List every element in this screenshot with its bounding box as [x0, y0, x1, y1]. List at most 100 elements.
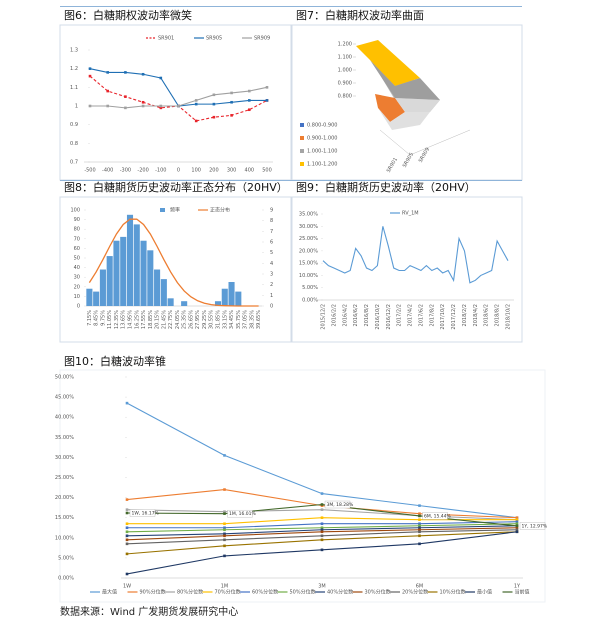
- y-tick-label: 30.00%: [55, 455, 74, 461]
- marker: [418, 542, 421, 546]
- legend-label: 0.800-0.900: [307, 123, 337, 129]
- x-tick-label: 2018/8/2: [495, 304, 501, 326]
- marker: [223, 512, 226, 515]
- x-tick-label: -400: [102, 168, 113, 174]
- y2-tick-label: 0: [270, 304, 273, 310]
- data-label-box: [422, 512, 448, 520]
- y-tick-label: 1.3: [70, 48, 78, 54]
- axis: [379, 129, 411, 156]
- legend-label: 最小值: [477, 589, 492, 596]
- y-tick-label: 70: [74, 236, 80, 242]
- marker: [230, 91, 233, 95]
- y-tick-label: 0.00%: [58, 576, 74, 582]
- marker: [223, 488, 226, 491]
- marker: [515, 526, 519, 530]
- marker: [223, 534, 226, 538]
- marker: [418, 524, 421, 528]
- x-tick-label: 12.35%: [114, 310, 120, 329]
- legend-label: 0.900-1.000: [307, 136, 337, 142]
- y-tick-label: 30: [74, 275, 80, 281]
- marker: [125, 498, 129, 501]
- x-tick-label: 18.85%: [148, 310, 154, 329]
- y2-tick-label: 3: [270, 272, 273, 278]
- x-tick-label: 1M: [221, 584, 229, 590]
- x-tick-label: 38.35%: [249, 310, 255, 329]
- x-tick-label: 24.05%: [175, 310, 181, 329]
- marker: [125, 508, 129, 511]
- marker: [124, 106, 127, 110]
- bar: [99, 269, 106, 306]
- x-tick-label: 11.05%: [107, 310, 113, 329]
- x-tick-label: 35.75%: [236, 310, 242, 329]
- x-tick-label: 37.05%: [243, 310, 249, 329]
- x-tick-label: -200: [137, 168, 148, 174]
- marker: [223, 532, 226, 536]
- rule: [60, 6, 522, 7]
- x-tick-label: 0: [177, 168, 180, 174]
- bar: [181, 301, 188, 306]
- panel: [291, 196, 523, 343]
- marker: [418, 518, 421, 522]
- marker: [418, 512, 421, 515]
- marker: [125, 572, 129, 576]
- x-tick-label: 26.65%: [188, 310, 194, 329]
- x-tick-label: 34.45%: [229, 310, 235, 329]
- panel: [59, 196, 292, 343]
- axis-category: SR901: [386, 157, 399, 174]
- y-tick-label: 35.00%: [55, 435, 74, 441]
- y-tick-label: 90: [74, 217, 80, 223]
- marker: [320, 526, 324, 530]
- marker: [515, 520, 519, 524]
- y-tick-label: 10.00%: [299, 273, 318, 279]
- marker: [223, 554, 226, 558]
- data-label-box: [129, 509, 156, 517]
- x-tick-label: 2017/10/2: [440, 304, 446, 330]
- marker: [515, 528, 519, 532]
- bar: [235, 291, 242, 306]
- legend-swatch: [300, 123, 304, 127]
- panel: [59, 24, 292, 181]
- data-label: 1Y, 12.97%: [522, 523, 548, 529]
- marker: [141, 72, 145, 76]
- marker: [230, 114, 233, 117]
- x-tick-label: 9.75%: [100, 310, 106, 326]
- x-tick-label: 20.15%: [155, 310, 161, 329]
- y-tick-label: 0.9: [70, 122, 78, 128]
- series-line: [322, 226, 509, 284]
- surface-face: [375, 94, 405, 122]
- axis-category: SR905: [402, 152, 415, 169]
- figure-title: 图8：白糖期货历史波动率正态分布（20HV）: [64, 180, 288, 194]
- legend-label: 1.100-1.200: [307, 162, 337, 168]
- legend-label: SR909: [254, 36, 270, 42]
- marker: [141, 100, 145, 104]
- series-line: [126, 402, 518, 519]
- marker: [125, 542, 129, 546]
- series-line: [89, 75, 268, 122]
- y-tick-label: 60: [74, 246, 80, 252]
- y-tick-label: 50: [74, 256, 80, 262]
- y-tick-label: 0.00%: [302, 298, 318, 304]
- z-tick-label: 1.200: [338, 42, 352, 48]
- x-tick-label: 1Y: [514, 584, 521, 590]
- marker: [418, 528, 421, 532]
- z-tick-label: 0.800: [338, 94, 352, 100]
- marker: [248, 89, 251, 93]
- marker: [418, 534, 421, 538]
- legend-label: 正态分布: [210, 207, 230, 214]
- legend-label: 40%分位数: [327, 589, 353, 596]
- marker: [320, 538, 324, 542]
- legend-label: 80%分位数: [177, 589, 203, 596]
- data-label: 3M, 18.28%: [327, 502, 354, 508]
- y2-tick-label: 7: [270, 229, 273, 235]
- marker: [223, 522, 226, 526]
- legend-label: 最大值: [102, 589, 117, 596]
- marker: [230, 100, 233, 104]
- x-tick-label: 27.95%: [195, 310, 201, 329]
- bar: [133, 224, 140, 306]
- legend-label: 1.000-1.100: [307, 149, 337, 155]
- axis-category: SR909: [418, 147, 431, 164]
- figure-title: 图10：白糖波动率锥: [64, 354, 166, 368]
- data-label: 6M, 15.44%: [424, 513, 451, 519]
- marker: [212, 115, 216, 119]
